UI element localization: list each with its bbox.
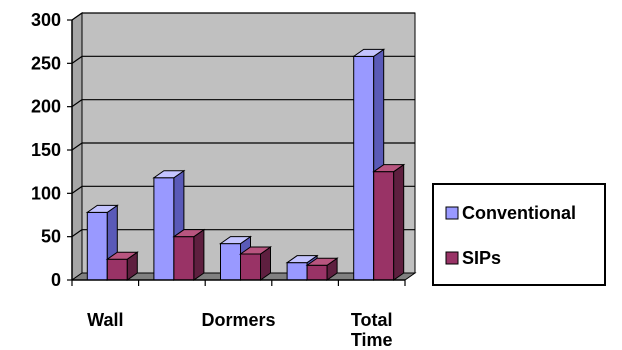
x-category-label-line: Total — [351, 310, 393, 330]
legend-box — [432, 183, 606, 286]
x-category-label: Dormers — [201, 310, 275, 330]
bar-front — [86, 211, 108, 281]
bar-front — [353, 55, 375, 281]
x-category-label-line: Wall — [87, 310, 123, 330]
bar-top — [105, 251, 139, 260]
bar-front — [286, 262, 308, 281]
y-tick-label: 300 — [31, 10, 61, 30]
bar-front — [173, 236, 195, 281]
bar-top — [152, 170, 186, 179]
y-tick-label: 200 — [31, 97, 61, 117]
bar-sips — [238, 246, 273, 281]
bar-top — [305, 257, 339, 266]
legend: Conventional SIPs — [432, 183, 606, 286]
bar-front — [240, 253, 261, 281]
bar-top — [285, 255, 319, 264]
x-axis: Wall Dormers Total Time — [71, 279, 406, 350]
bar-side — [393, 163, 405, 281]
bar-side — [193, 228, 205, 281]
bar-sips — [305, 257, 339, 281]
bar-top — [352, 48, 386, 57]
y-tick-label: 0 — [51, 270, 61, 290]
y-tick-label: 250 — [31, 53, 61, 73]
y-tick-label: 50 — [41, 227, 61, 247]
x-category-label-line: Dormers — [201, 310, 275, 330]
legend-label-conventional: Conventional — [462, 203, 576, 223]
gridline-side — [71, 99, 83, 108]
bars — [85, 48, 406, 281]
bar-top — [238, 246, 273, 255]
x-category-label: Wall — [87, 310, 123, 330]
y-tick-label: 150 — [31, 140, 61, 160]
gridline-side — [71, 12, 83, 21]
x-category-label: Total Time — [351, 310, 393, 350]
gridline-side — [71, 185, 83, 194]
gridline-side — [71, 55, 83, 64]
bar-top — [372, 164, 406, 173]
bar-top — [218, 236, 253, 245]
bar-front — [306, 264, 328, 281]
bar-front — [153, 177, 175, 281]
bar-sips — [172, 228, 206, 281]
y-tick-label: 100 — [31, 183, 61, 203]
gridline-side — [71, 229, 83, 238]
bar-front — [106, 258, 128, 281]
gridline-side — [71, 142, 83, 151]
bar-top — [172, 229, 206, 238]
y-axis: 0 50 100 150 200 250 300 — [31, 10, 73, 290]
legend-swatch-conventional — [445, 206, 459, 220]
x-category-label-line: Time — [351, 330, 393, 350]
bar-top — [85, 204, 119, 213]
bar-sips — [372, 163, 406, 281]
bar-front — [373, 171, 395, 281]
legend-swatch-sips — [445, 251, 459, 265]
legend-label-sips: SIPs — [462, 248, 501, 268]
bar-sips — [105, 251, 139, 281]
bar-front — [220, 243, 241, 281]
